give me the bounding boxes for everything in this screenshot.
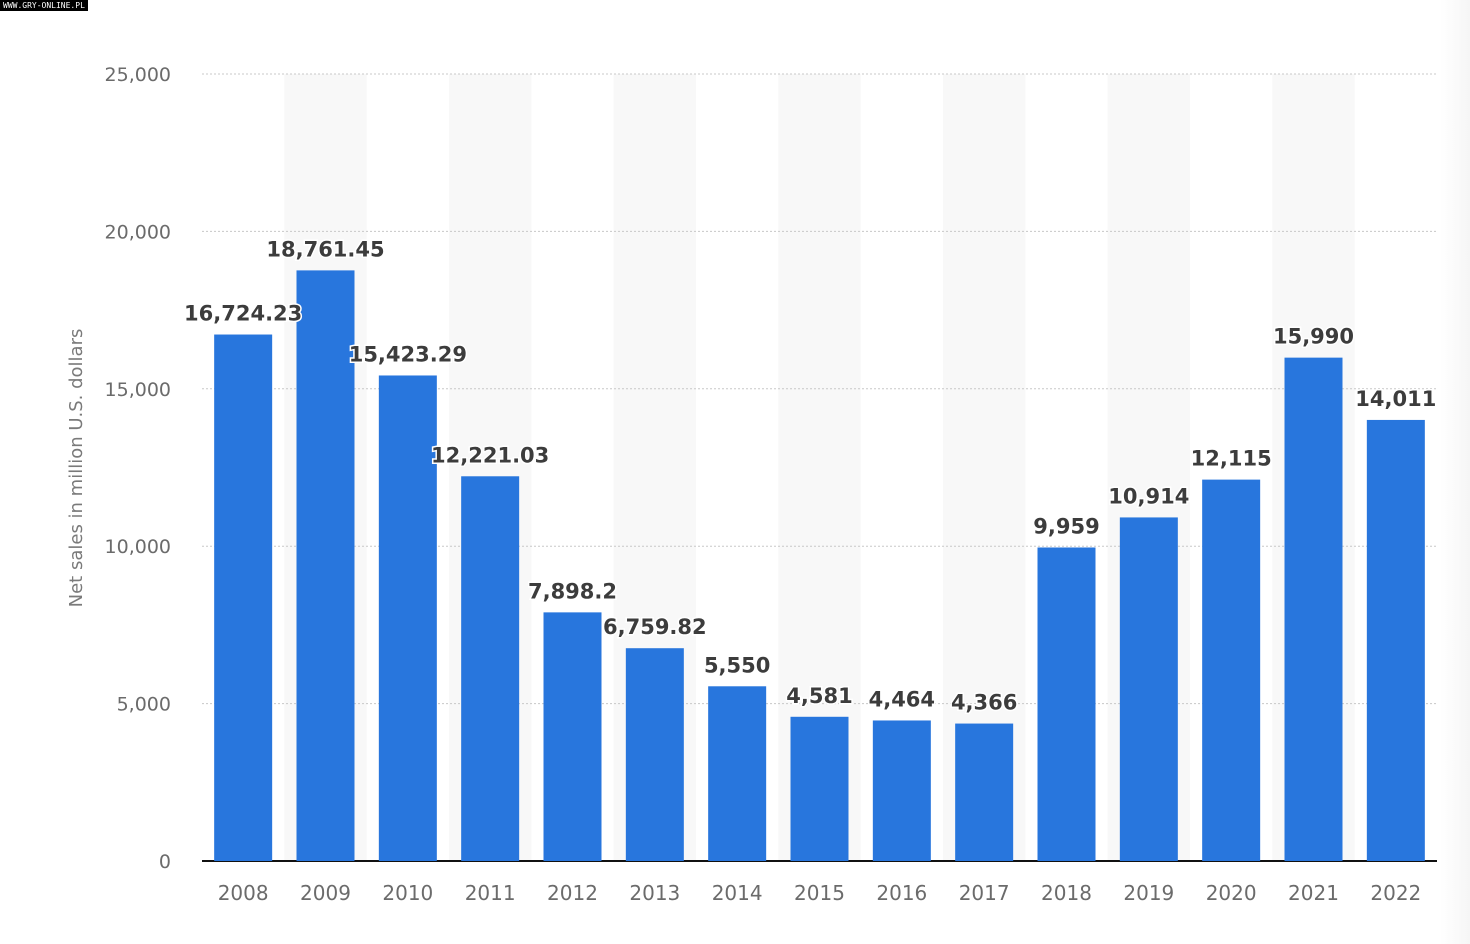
bar-2016: [872, 720, 931, 861]
data-label: 18,761.45: [266, 237, 384, 261]
x-tick-label: 2012: [547, 881, 598, 905]
x-tick-label: 2011: [465, 881, 516, 905]
data-label: 14,011: [1355, 387, 1436, 411]
y-tick-label: 25,000: [105, 64, 171, 86]
data-label: 15,990: [1273, 325, 1354, 349]
data-label: 5,550: [704, 653, 770, 677]
bar-2010: [378, 375, 437, 861]
page-edge: [1440, 0, 1470, 944]
bar-2014: [708, 686, 767, 861]
data-label: 10,914: [1108, 484, 1189, 508]
y-tick-label: 0: [159, 851, 171, 873]
bar-2019: [1119, 517, 1178, 861]
x-tick-label: 2009: [300, 881, 351, 905]
data-label: 9,959: [1033, 514, 1099, 538]
bar-2015: [790, 716, 849, 861]
x-tick-label: 2018: [1041, 881, 1092, 905]
data-label: 16,724.23: [184, 302, 302, 326]
bar-2021: [1284, 357, 1343, 861]
bar-2011: [461, 476, 520, 861]
x-tick-label: 2022: [1370, 881, 1421, 905]
x-tick-label: 2017: [959, 881, 1010, 905]
x-tick-label: 2020: [1206, 881, 1257, 905]
data-label: 7,898.2: [528, 579, 617, 603]
bar-2012: [543, 612, 602, 861]
x-tick-label: 2016: [876, 881, 927, 905]
x-tick-label: 2021: [1288, 881, 1339, 905]
x-tick-label: 2019: [1123, 881, 1174, 905]
x-tick-label: 2013: [629, 881, 680, 905]
bar-2018: [1037, 547, 1096, 861]
data-label: 12,221.03: [431, 443, 549, 467]
y-tick-label: 5,000: [117, 694, 171, 716]
bar-2020: [1202, 479, 1261, 861]
bar-2017: [955, 723, 1014, 861]
x-tick-label: 2008: [218, 881, 269, 905]
x-tick-label: 2014: [712, 881, 763, 905]
data-label: 6,759.82: [603, 615, 707, 639]
data-label: 4,464: [869, 687, 935, 711]
y-tick-label: 10,000: [105, 536, 171, 558]
bar-2013: [625, 648, 684, 861]
data-label: 4,366: [951, 691, 1017, 715]
data-label: 4,581: [786, 684, 852, 708]
x-tick-label: 2015: [794, 881, 845, 905]
y-axis-label: Net sales in million U.S. dollars: [66, 329, 87, 608]
watermark: WWW.GRY-ONLINE.PL: [0, 0, 88, 11]
bar-2022: [1366, 419, 1425, 861]
bar-2009: [296, 270, 355, 862]
bar-2008: [214, 334, 273, 861]
y-tick-label: 20,000: [105, 221, 171, 243]
data-label: 12,115: [1191, 447, 1272, 471]
data-label: 15,423.29: [349, 342, 467, 366]
y-tick-label: 15,000: [105, 379, 171, 401]
x-tick-label: 2010: [382, 881, 433, 905]
